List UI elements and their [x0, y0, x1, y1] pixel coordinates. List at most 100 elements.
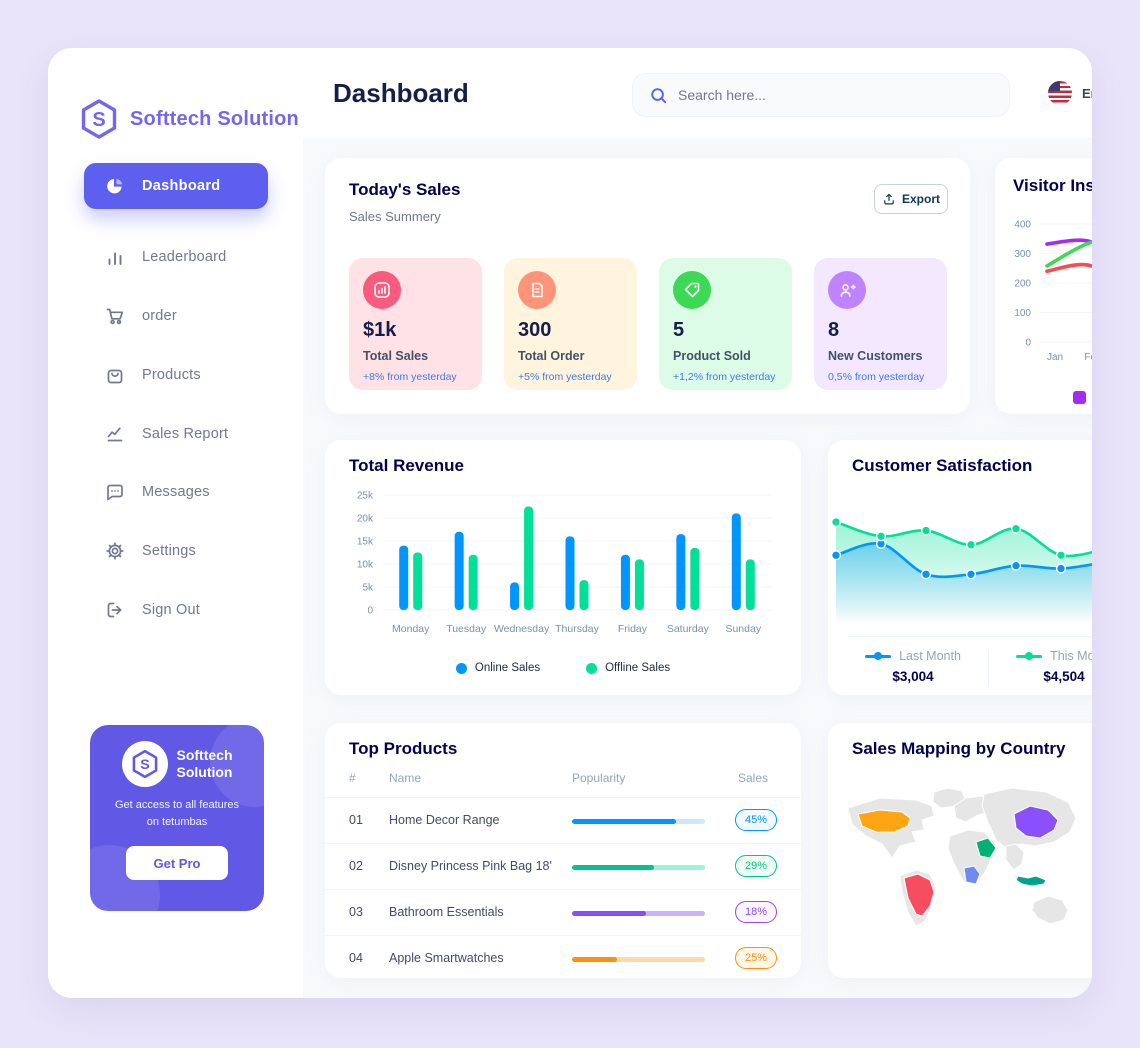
stat-value: $1k — [363, 319, 397, 341]
total-sales-stat-card: $1k Total Sales +8% from yesterday — [349, 258, 482, 390]
sales-badge: 18% — [735, 901, 777, 923]
table-header: # Name Popularity Sales — [325, 771, 801, 797]
svg-text:200: 200 — [1014, 279, 1031, 290]
table-row: 01 Home Decor Range 45% — [325, 798, 801, 843]
us-flag-icon — [1048, 81, 1072, 105]
row-name: Disney Princess Pink Bag 18' — [389, 859, 552, 873]
svg-text:Sunday: Sunday — [725, 623, 761, 635]
stat-value: 300 — [518, 319, 552, 341]
search-bar[interactable] — [632, 73, 1010, 117]
legend-swatch — [865, 652, 892, 660]
stat-delta: +8% from yesterday — [363, 371, 457, 383]
visitor-insights-title: Visitor Insights — [1013, 176, 1092, 195]
col-header-popularity: Popularity — [572, 771, 626, 785]
top-products-title: Top Products — [349, 739, 458, 758]
sidebar-item-sales-report[interactable]: Sales Report — [84, 412, 268, 456]
new-customer-icon — [828, 271, 866, 309]
divider — [325, 843, 801, 844]
sidebar-item-products[interactable]: Products — [84, 353, 268, 397]
customer-satisfaction-chart — [830, 516, 1092, 624]
export-button[interactable]: Export — [874, 184, 948, 214]
divider — [325, 935, 801, 936]
legend-swatch — [1073, 390, 1086, 404]
sidebar-item-label: Sales Report — [142, 426, 229, 442]
language-selector[interactable]: Eng — [1048, 81, 1092, 105]
stat-delta: 0,5% from yesterday — [828, 371, 925, 383]
world-map — [847, 787, 1077, 927]
legend-swatch — [455, 662, 467, 674]
legend-label: Online Sales — [474, 662, 541, 674]
sidebar-item-label: Sign Out — [142, 602, 201, 618]
sidebar-item-label: Dashboard — [142, 178, 221, 194]
sidebar-item-leaderboard[interactable]: Leaderboard — [84, 235, 268, 279]
stat-delta: +5% from yesterday — [518, 371, 612, 383]
pie-chart-icon — [107, 178, 123, 194]
revenue-legend: Online Sales Offline Sales — [325, 662, 801, 674]
product-sold-stat-card: 5 Product Sold +1,2% from yesterday — [659, 258, 792, 390]
customer-satisfaction-card: Customer Satisfaction Last Month $3,004 … — [828, 440, 1092, 695]
satisfaction-legend: Last Month $3,004 This Month $4,504 — [848, 636, 1092, 685]
legend-label: Last Month — [899, 649, 961, 663]
promo-text: Get access to all features on tetumbas — [114, 799, 240, 828]
sidebar-item-label: Messages — [142, 484, 210, 500]
country-indonesia — [1015, 875, 1047, 887]
upload-icon — [884, 193, 894, 205]
svg-text:10k: 10k — [357, 560, 374, 571]
popularity-bar — [572, 865, 705, 870]
legend-label: This Month — [1050, 649, 1092, 663]
stat-label: Total Sales — [363, 349, 429, 363]
row-num: 04 — [349, 951, 363, 965]
svg-text:300: 300 — [1014, 249, 1031, 260]
row-name: Apple Smartwatches — [389, 951, 504, 965]
sign-out-icon — [107, 602, 122, 618]
sales-badge: 25% — [735, 947, 777, 969]
row-num: 01 — [349, 813, 363, 827]
country-united-states — [857, 809, 911, 833]
svg-text:400: 400 — [1014, 220, 1031, 231]
visitor-insights-card: Visitor Insights 0100200300400JanFebMar … — [995, 158, 1092, 414]
row-name: Bathroom Essentials — [389, 905, 504, 919]
todays-sales-title: Today's Sales — [349, 180, 461, 199]
legend-divider — [988, 651, 989, 685]
search-icon — [651, 87, 667, 103]
promo-logo-circle: S — [121, 741, 168, 787]
export-label: Export — [901, 192, 940, 206]
brand-logo: S Softtech Solution — [78, 98, 299, 140]
dashboard-window: S Softtech Solution Dashboard Leaderboar… — [48, 48, 1092, 998]
row-num: 03 — [349, 905, 363, 919]
sidebar-item-messages[interactable]: Messages — [84, 470, 268, 514]
search-input[interactable] — [678, 87, 978, 103]
popularity-bar — [572, 819, 705, 824]
sidebar-item-order[interactable]: order — [84, 294, 268, 338]
country-saudi-arabia — [975, 837, 997, 859]
receipt-icon — [518, 271, 556, 309]
tag-icon — [673, 271, 711, 309]
sidebar-item-settings[interactable]: Settings — [84, 529, 268, 573]
stat-value: 5 — [673, 319, 685, 341]
sales-badge: 29% — [735, 855, 777, 877]
popularity-bar — [572, 957, 705, 962]
get-pro-button[interactable]: Get Pro — [126, 846, 228, 880]
upgrade-promo-card: S Softtech Solution Get access to all fe… — [90, 725, 264, 911]
svg-text:Monday: Monday — [392, 623, 430, 635]
legend-label: Offline Sales — [605, 662, 671, 674]
sidebar-item-sign-out[interactable]: Sign Out — [84, 588, 268, 632]
col-header-num: # — [349, 771, 356, 785]
legend-swatch — [1016, 652, 1043, 660]
svg-text:5k: 5k — [362, 583, 374, 594]
stats-icon — [363, 271, 401, 309]
sidebar-item-dashboard[interactable]: Dashboard — [84, 163, 268, 209]
svg-text:Feb: Feb — [1084, 352, 1092, 363]
sales-mapping-card: Sales Mapping by Country — [828, 723, 1092, 978]
country-brazil — [903, 873, 935, 917]
table-row: 04 Apple Smartwatches 25% — [325, 936, 801, 981]
svg-text:Thursday: Thursday — [555, 623, 600, 635]
svg-text:S: S — [92, 109, 105, 131]
svg-text:100: 100 — [1014, 308, 1031, 319]
sidebar-item-label: Settings — [142, 543, 196, 559]
customer-satisfaction-title: Customer Satisfaction — [852, 456, 1033, 475]
svg-text:Tuesday: Tuesday — [446, 623, 487, 635]
row-num: 02 — [349, 859, 363, 873]
page-title: Dashboard — [333, 78, 469, 108]
gear-icon — [106, 542, 124, 560]
